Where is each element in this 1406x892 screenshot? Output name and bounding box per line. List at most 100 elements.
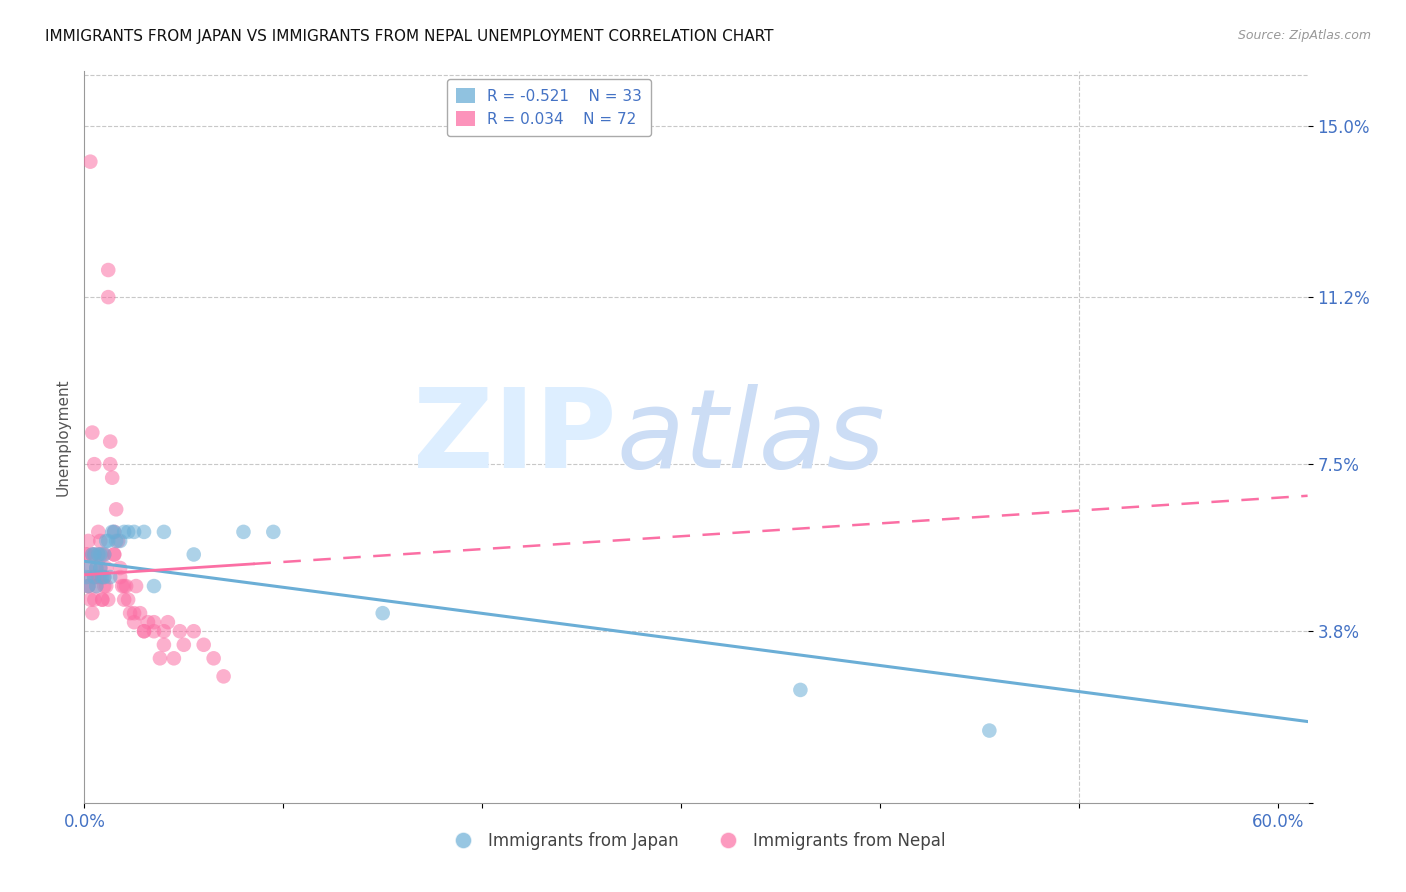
Point (77, 579, 100, 593)
Point (112, 524, 135, 539)
Point (169, 624, 191, 639)
Point (115, 579, 138, 593)
Point (129, 606, 152, 620)
Point (87, 524, 110, 539)
Point (84, 561, 107, 575)
Point (93, 548, 115, 562)
Point (93, 570, 115, 584)
Point (82, 548, 104, 562)
Point (212, 669, 235, 683)
Point (371, 606, 394, 620)
Point (98, 434, 121, 449)
Legend: Immigrants from Japan, Immigrants from Nepal: Immigrants from Japan, Immigrants from N… (440, 825, 952, 856)
Point (122, 606, 145, 620)
Point (117, 592, 139, 607)
Point (132, 624, 155, 639)
Point (979, 723, 1001, 738)
Point (143, 579, 166, 593)
Point (149, 651, 172, 665)
Point (93, 548, 115, 562)
Point (87, 548, 110, 562)
Point (75, 548, 97, 562)
Point (79, 592, 101, 607)
Point (183, 624, 205, 639)
Point (89, 548, 111, 562)
Text: IMMIGRANTS FROM JAPAN VS IMMIGRANTS FROM NEPAL UNEMPLOYMENT CORRELATION CHART: IMMIGRANTS FROM JAPAN VS IMMIGRANTS FROM… (45, 29, 773, 44)
Point (89, 561, 111, 575)
Point (112, 592, 135, 607)
Point (83, 548, 105, 562)
Point (112, 579, 135, 593)
Point (105, 502, 128, 516)
Point (84, 570, 107, 584)
Text: Source: ZipAtlas.com: Source: ZipAtlas.com (1237, 29, 1371, 42)
Point (79, 570, 101, 584)
Point (89, 561, 111, 575)
Point (75, 548, 97, 562)
Point (77, 579, 100, 593)
Point (83, 457, 105, 471)
Point (132, 524, 155, 539)
Point (83, 548, 105, 562)
Point (143, 624, 166, 639)
Point (93, 570, 115, 584)
Point (153, 638, 176, 652)
Point (153, 624, 176, 639)
Point (83, 592, 105, 607)
Point (107, 533, 129, 548)
Y-axis label: Unemployment: Unemployment (55, 378, 70, 496)
Point (122, 615, 145, 630)
Point (103, 524, 125, 539)
Point (117, 524, 139, 539)
Point (82, 425, 104, 440)
Point (83, 570, 105, 584)
Point (103, 524, 125, 539)
Point (202, 651, 225, 665)
Point (163, 651, 186, 665)
Point (108, 570, 131, 584)
Point (77, 579, 100, 593)
Point (173, 638, 195, 652)
Point (91, 570, 114, 584)
Point (97, 290, 120, 304)
Point (83, 570, 105, 584)
Point (96, 561, 118, 575)
Point (91, 592, 114, 607)
Point (103, 548, 125, 562)
Point (97, 592, 120, 607)
Point (84, 579, 107, 593)
Point (75, 570, 97, 584)
Point (108, 561, 131, 575)
Point (75, 561, 97, 575)
Point (183, 548, 205, 562)
Point (143, 615, 166, 630)
Point (91, 592, 114, 607)
Point (87, 570, 110, 584)
Point (103, 548, 125, 562)
Point (111, 579, 134, 593)
Point (96, 579, 118, 593)
Point (125, 579, 148, 593)
Point (101, 524, 124, 539)
Point (136, 615, 159, 630)
Point (89, 533, 111, 548)
Point (98, 457, 121, 471)
Point (82, 548, 104, 562)
Point (84, 561, 107, 575)
Point (77, 533, 100, 548)
Text: atlas: atlas (616, 384, 886, 491)
Point (132, 624, 155, 639)
Point (262, 524, 284, 539)
Point (97, 533, 120, 548)
Point (789, 682, 811, 697)
Point (97, 263, 120, 277)
Point (122, 524, 145, 539)
Point (79, 561, 101, 575)
Point (87, 548, 110, 562)
Point (156, 615, 179, 630)
Point (108, 533, 131, 548)
Point (84, 579, 107, 593)
Point (79, 154, 101, 169)
Point (91, 548, 114, 562)
Point (93, 579, 115, 593)
